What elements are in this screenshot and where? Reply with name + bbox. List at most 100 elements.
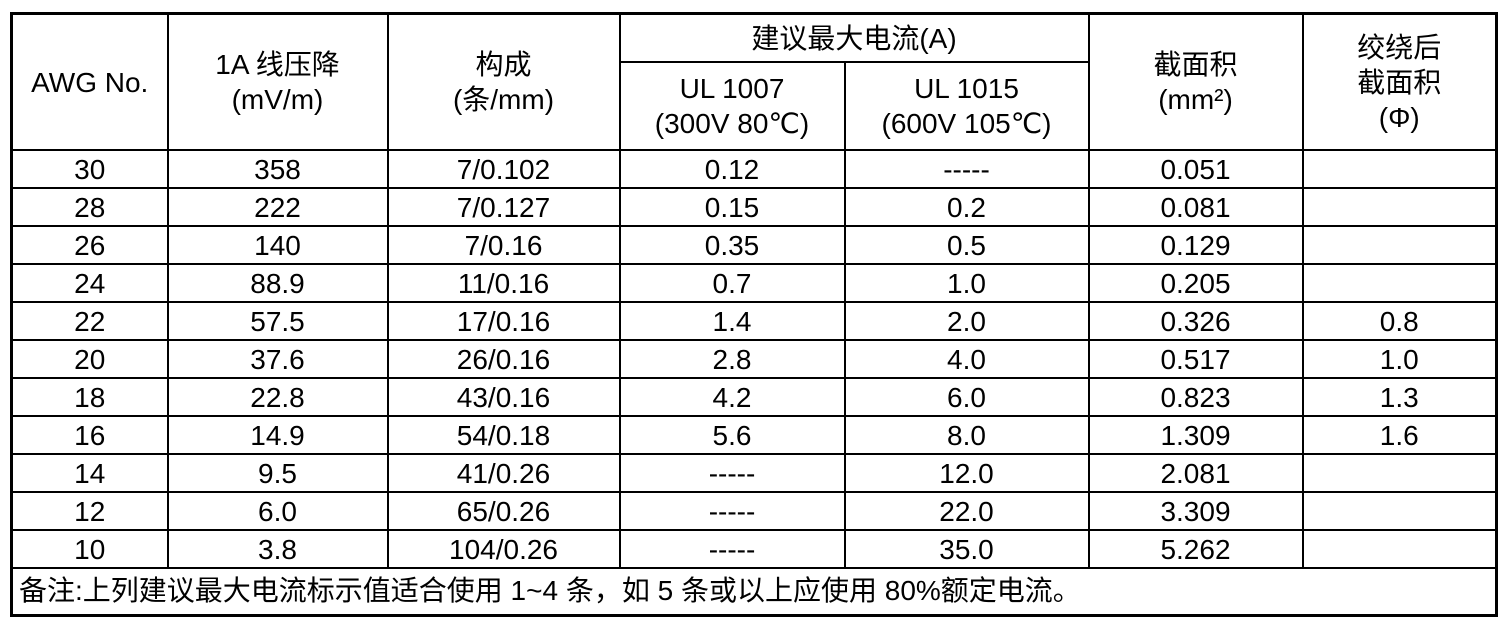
table-row: 22 57.5 17/0.16 1.4 2.0 0.326 0.8 bbox=[10, 301, 1498, 341]
cell-awg: 22 bbox=[10, 301, 169, 341]
cell-ul1015: 1.0 bbox=[843, 263, 1090, 303]
cell-ul1007: 0.12 bbox=[618, 149, 846, 189]
cell-twisted bbox=[1301, 187, 1498, 227]
cell-ul1015: 0.5 bbox=[843, 225, 1090, 265]
cell-construction: 65/0.26 bbox=[386, 491, 621, 531]
cell-ul1007: 5.6 bbox=[618, 415, 846, 455]
cell-construction: 17/0.16 bbox=[386, 301, 621, 341]
cell-area: 2.081 bbox=[1087, 453, 1304, 493]
cell-twisted: 1.0 bbox=[1301, 339, 1498, 379]
cell-twisted: 1.3 bbox=[1301, 377, 1498, 417]
cell-drop: 222 bbox=[166, 187, 389, 227]
table-header: AWG No. 1A 线压降 (mV/m) 构成 (条/mm) 建议最大电流(A… bbox=[10, 12, 1498, 151]
header-voltage-drop: 1A 线压降 (mV/m) bbox=[166, 12, 389, 151]
cell-area: 0.205 bbox=[1087, 263, 1304, 303]
header-twisted-cross-section: 绞绕后 截面积 (Φ) bbox=[1301, 12, 1498, 151]
footnote-row: 备注:上列建议最大电流标示值适合使用 1~4 条，如 5 条或以上应使用 80%… bbox=[10, 567, 1498, 617]
cell-construction: 7/0.16 bbox=[386, 225, 621, 265]
cell-construction: 43/0.16 bbox=[386, 377, 621, 417]
cell-twisted bbox=[1301, 529, 1498, 569]
cell-drop: 3.8 bbox=[166, 529, 389, 569]
header-awg-no: AWG No. bbox=[10, 12, 169, 151]
cell-ul1015: 8.0 bbox=[843, 415, 1090, 455]
cell-area: 0.326 bbox=[1087, 301, 1304, 341]
header-cross-section: 截面积 (mm²) bbox=[1087, 12, 1304, 151]
cell-area: 0.517 bbox=[1087, 339, 1304, 379]
cell-drop: 140 bbox=[166, 225, 389, 265]
cell-awg: 20 bbox=[10, 339, 169, 379]
table-footer: 备注:上列建议最大电流标示值适合使用 1~4 条，如 5 条或以上应使用 80%… bbox=[10, 567, 1498, 617]
header-ul1007: UL 1007 (300V 80℃) bbox=[618, 61, 846, 151]
cell-awg: 10 bbox=[10, 529, 169, 569]
cell-ul1015: 6.0 bbox=[843, 377, 1090, 417]
cell-ul1007: 1.4 bbox=[618, 301, 846, 341]
cell-awg: 24 bbox=[10, 263, 169, 303]
awg-current-table: AWG No. 1A 线压降 (mV/m) 构成 (条/mm) 建议最大电流(A… bbox=[10, 12, 1498, 617]
cell-awg: 16 bbox=[10, 415, 169, 455]
table-row: 20 37.6 26/0.16 2.8 4.0 0.517 1.0 bbox=[10, 339, 1498, 379]
cell-drop: 14.9 bbox=[166, 415, 389, 455]
table-row: 16 14.9 54/0.18 5.6 8.0 1.309 1.6 bbox=[10, 415, 1498, 455]
cell-drop: 6.0 bbox=[166, 491, 389, 531]
cell-twisted: 1.6 bbox=[1301, 415, 1498, 455]
cell-drop: 358 bbox=[166, 149, 389, 189]
cell-area: 0.129 bbox=[1087, 225, 1304, 265]
cell-twisted bbox=[1301, 453, 1498, 493]
cell-twisted bbox=[1301, 491, 1498, 531]
cell-area: 3.309 bbox=[1087, 491, 1304, 531]
cell-twisted bbox=[1301, 149, 1498, 189]
cell-ul1007: ----- bbox=[618, 453, 846, 493]
cell-ul1007: ----- bbox=[618, 491, 846, 531]
table-row: 28 222 7/0.127 0.15 0.2 0.081 bbox=[10, 187, 1498, 227]
cell-awg: 14 bbox=[10, 453, 169, 493]
cell-twisted: 0.8 bbox=[1301, 301, 1498, 341]
table-row: 30 358 7/0.102 0.12 ----- 0.051 bbox=[10, 149, 1498, 189]
table-row: 10 3.8 104/0.26 ----- 35.0 5.262 bbox=[10, 529, 1498, 569]
table-row: 12 6.0 65/0.26 ----- 22.0 3.309 bbox=[10, 491, 1498, 531]
cell-construction: 26/0.16 bbox=[386, 339, 621, 379]
cell-ul1007: ----- bbox=[618, 529, 846, 569]
cell-construction: 7/0.127 bbox=[386, 187, 621, 227]
cell-area: 0.823 bbox=[1087, 377, 1304, 417]
cell-twisted bbox=[1301, 225, 1498, 265]
cell-construction: 104/0.26 bbox=[386, 529, 621, 569]
table-row: 18 22.8 43/0.16 4.2 6.0 0.823 1.3 bbox=[10, 377, 1498, 417]
table-body: 30 358 7/0.102 0.12 ----- 0.051 28 222 7… bbox=[10, 149, 1498, 569]
cell-construction: 54/0.18 bbox=[386, 415, 621, 455]
cell-ul1015: 22.0 bbox=[843, 491, 1090, 531]
cell-ul1007: 2.8 bbox=[618, 339, 846, 379]
cell-drop: 37.6 bbox=[166, 339, 389, 379]
cell-drop: 57.5 bbox=[166, 301, 389, 341]
cell-area: 0.051 bbox=[1087, 149, 1304, 189]
table-row: 14 9.5 41/0.26 ----- 12.0 2.081 bbox=[10, 453, 1498, 493]
cell-construction: 41/0.26 bbox=[386, 453, 621, 493]
cell-ul1007: 4.2 bbox=[618, 377, 846, 417]
cell-awg: 30 bbox=[10, 149, 169, 189]
cell-awg: 12 bbox=[10, 491, 169, 531]
cell-ul1015: 12.0 bbox=[843, 453, 1090, 493]
cell-ul1015: 35.0 bbox=[843, 529, 1090, 569]
header-max-current-group: 建议最大电流(A) bbox=[618, 12, 1090, 63]
table-row: 24 88.9 11/0.16 0.7 1.0 0.205 bbox=[10, 263, 1498, 303]
cell-awg: 28 bbox=[10, 187, 169, 227]
cell-ul1007: 0.15 bbox=[618, 187, 846, 227]
footnote-text: 备注:上列建议最大电流标示值适合使用 1~4 条，如 5 条或以上应使用 80%… bbox=[10, 567, 1498, 617]
cell-area: 1.309 bbox=[1087, 415, 1304, 455]
cell-ul1015: 0.2 bbox=[843, 187, 1090, 227]
cell-area: 5.262 bbox=[1087, 529, 1304, 569]
cell-construction: 11/0.16 bbox=[386, 263, 621, 303]
cell-awg: 26 bbox=[10, 225, 169, 265]
table-row: 26 140 7/0.16 0.35 0.5 0.129 bbox=[10, 225, 1498, 265]
cell-drop: 22.8 bbox=[166, 377, 389, 417]
cell-ul1015: ----- bbox=[843, 149, 1090, 189]
cell-drop: 88.9 bbox=[166, 263, 389, 303]
cell-ul1015: 4.0 bbox=[843, 339, 1090, 379]
cell-twisted bbox=[1301, 263, 1498, 303]
cell-ul1007: 0.7 bbox=[618, 263, 846, 303]
cell-area: 0.081 bbox=[1087, 187, 1304, 227]
header-ul1015: UL 1015 (600V 105℃) bbox=[843, 61, 1090, 151]
cell-drop: 9.5 bbox=[166, 453, 389, 493]
cell-construction: 7/0.102 bbox=[386, 149, 621, 189]
header-construction: 构成 (条/mm) bbox=[386, 12, 621, 151]
